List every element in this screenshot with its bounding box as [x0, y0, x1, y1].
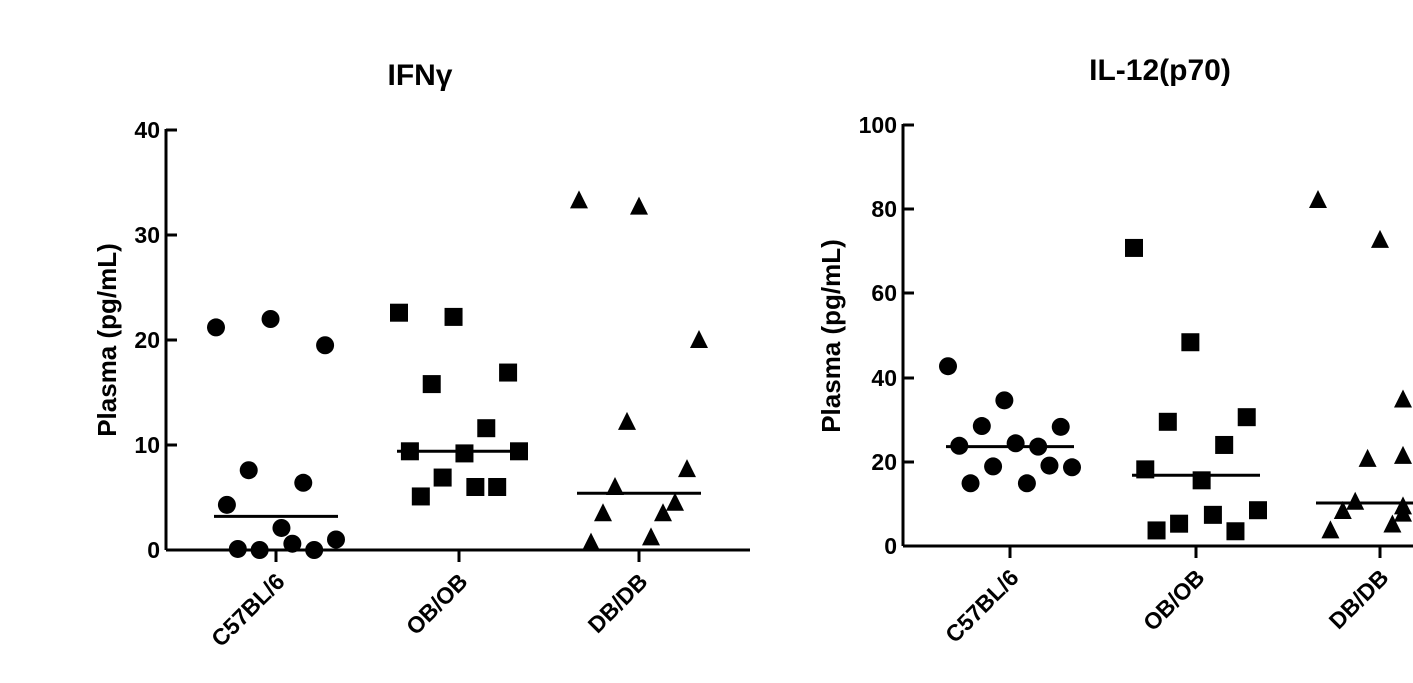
- data-point-square: [1170, 514, 1189, 533]
- data-point-circle: [939, 357, 957, 376]
- data-point-triangle: [570, 190, 588, 209]
- data-point-triangle: [678, 459, 696, 478]
- data-point-circle: [228, 539, 247, 558]
- data-point-circle: [995, 391, 1014, 410]
- data-point-triangle: [1358, 448, 1377, 467]
- data-point-circle: [961, 474, 980, 493]
- data-point-circle: [283, 534, 302, 553]
- y-tick-label: 40: [871, 365, 897, 391]
- data-point-circle: [272, 518, 291, 537]
- data-point-square: [390, 303, 408, 322]
- data-point-square: [444, 307, 463, 326]
- data-point-square: [1192, 471, 1211, 490]
- data-point-circle: [327, 530, 345, 549]
- data-point-circle: [316, 336, 335, 355]
- y-tick-label: 0: [884, 533, 897, 559]
- data-point-triangle: [1394, 389, 1412, 408]
- y-tick-label: 100: [859, 112, 897, 138]
- data-point-triangle: [630, 196, 648, 215]
- data-point-circle: [207, 318, 225, 337]
- chart-title: IL-12(p70): [1089, 54, 1231, 87]
- data-point-circle: [217, 495, 236, 514]
- data-point-triangle: [1321, 520, 1340, 539]
- x-category-label: OB/OB: [401, 568, 473, 640]
- chart-ifng: IFNγ Plasma (pg/mL) 0 10 20 30 40 C57BL/…: [92, 59, 750, 652]
- y-tick-label: 10: [134, 432, 160, 458]
- y-tick-label: 0: [147, 537, 160, 563]
- data-point-square: [1215, 435, 1234, 454]
- y-tick-label: 20: [134, 327, 160, 353]
- data-point-square: [488, 478, 507, 496]
- data-point-triangle: [1346, 491, 1365, 510]
- x-category-label: DB/DB: [583, 568, 653, 638]
- chart-il12: IL-12(p70) Plasma (pg/mL) 0 20 40 60 80 …: [816, 54, 1413, 648]
- data-point-triangle: [1383, 514, 1402, 533]
- data-point-triangle: [594, 503, 612, 522]
- data-point-square: [455, 444, 474, 463]
- data-point-square: [422, 375, 441, 394]
- data-point-square: [1226, 522, 1245, 541]
- data-point-square: [466, 478, 485, 496]
- data-point-square: [1237, 408, 1256, 427]
- y-tick-label: 20: [871, 449, 897, 475]
- data-point-triangle: [642, 527, 660, 546]
- data-point-triangle: [618, 411, 636, 430]
- data-point-circle: [1006, 434, 1025, 453]
- x-category-label: C57BL/6: [940, 564, 1023, 647]
- x-category-label: DB/DB: [1324, 564, 1394, 634]
- y-tick-label: 40: [134, 117, 160, 143]
- chart-title: IFNγ: [387, 59, 452, 92]
- data-point-circle: [239, 461, 258, 480]
- data-point-triangle: [1394, 503, 1412, 522]
- y-tick-label: 60: [871, 280, 897, 306]
- data-point-circle: [250, 541, 269, 559]
- y-tick-label: 80: [871, 196, 897, 222]
- data-point-circle: [1063, 458, 1081, 477]
- data-point-circle: [1040, 456, 1059, 475]
- data-point-triangle: [654, 503, 672, 522]
- x-category-label: C57BL/6: [206, 568, 289, 651]
- y-tick-label: 30: [134, 222, 160, 248]
- y-axis-label: Plasma (pg/mL): [92, 243, 122, 437]
- data-point-triangle: [666, 492, 684, 511]
- data-point-square: [1203, 505, 1222, 524]
- data-point-square: [1181, 333, 1200, 352]
- data-point-circle: [1029, 437, 1048, 456]
- data-point-square: [1136, 460, 1155, 479]
- data-marks: [939, 189, 1413, 541]
- data-point-circle: [261, 310, 280, 328]
- data-point-triangle: [1371, 229, 1389, 248]
- data-point-square: [510, 442, 528, 461]
- data-point-circle: [1017, 474, 1036, 493]
- data-point-triangle: [1333, 501, 1352, 520]
- data-point-triangle: [606, 477, 624, 495]
- data-point-circle: [1051, 417, 1070, 436]
- data-point-square: [1249, 501, 1267, 520]
- data-point-triangle: [690, 330, 708, 348]
- data-point-triangle: [1309, 189, 1327, 208]
- data-point-circle: [294, 473, 313, 492]
- data-point-square: [433, 468, 452, 487]
- data-point-square: [1125, 238, 1143, 257]
- data-point-circle: [972, 417, 991, 436]
- data-point-square: [499, 363, 518, 382]
- y-axis-label: Plasma (pg/mL): [816, 239, 846, 433]
- data-point-square: [400, 442, 419, 461]
- data-point-circle: [984, 457, 1003, 476]
- data-point-square: [411, 487, 430, 506]
- data-point-circle: [305, 541, 324, 559]
- data-marks: [207, 190, 708, 559]
- data-point-triangle: [582, 532, 600, 551]
- data-point-square: [477, 419, 496, 438]
- data-point-circle: [950, 436, 969, 455]
- data-point-square: [1147, 521, 1166, 540]
- x-category-label: OB/OB: [1138, 564, 1210, 636]
- data-point-triangle: [1394, 445, 1412, 464]
- data-point-square: [1158, 412, 1177, 431]
